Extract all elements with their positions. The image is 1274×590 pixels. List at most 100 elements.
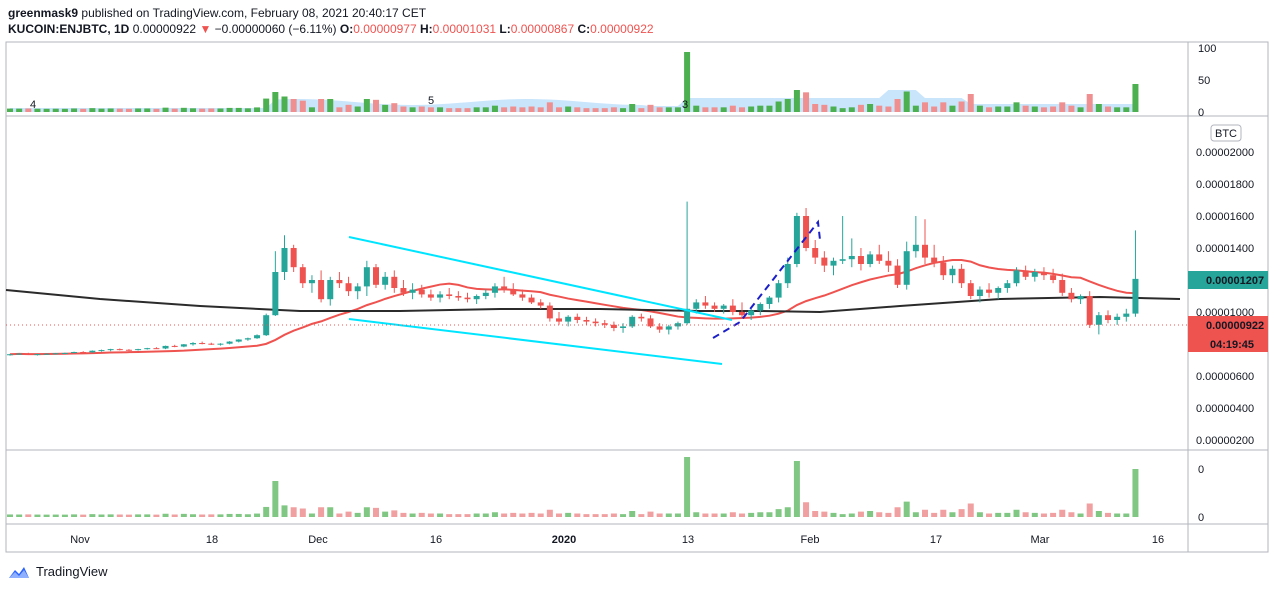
volume-bar [446, 108, 453, 112]
price-tick-label: 0.00000200 [1196, 435, 1254, 447]
volume-bar [684, 52, 691, 112]
volume-bar [922, 102, 928, 112]
candle-body [803, 216, 810, 248]
volume-bar [254, 107, 261, 112]
candle-body [867, 254, 874, 264]
candle-body [1059, 280, 1066, 293]
lower-volume-bar [318, 507, 325, 517]
volume-bar [336, 107, 343, 112]
candle-body [1013, 270, 1020, 284]
currency-label: BTC [1215, 128, 1237, 140]
candle-body [775, 283, 782, 298]
ma-price-tag-text: 0.00001207 [1206, 275, 1264, 287]
volume-bar [537, 107, 544, 112]
candle-body [491, 286, 498, 293]
time-tick-label: 16 [1152, 534, 1164, 546]
volume-bar [1031, 106, 1038, 112]
candle-body [1040, 272, 1047, 276]
lower-volume-bar [931, 512, 938, 517]
lower-tick-label: 0 [1198, 464, 1204, 476]
symbol-name[interactable]: KUCOIN:ENJBTC, 1D [8, 22, 130, 36]
lower-volume-bar [958, 509, 965, 517]
candle-body [299, 267, 306, 284]
candle-body [71, 352, 78, 353]
price-tick-label: 0.00001800 [1196, 179, 1254, 191]
lower-volume-bar [501, 513, 508, 517]
volume-bar [34, 108, 41, 112]
volume-bar [748, 106, 755, 112]
candle-body [34, 354, 41, 356]
candle-body [684, 308, 691, 324]
time-tick-label: 13 [682, 534, 694, 546]
candle-body [1114, 316, 1121, 320]
volume-bar [793, 90, 800, 112]
time-tick-label: 2020 [552, 534, 576, 546]
candle-body [199, 343, 206, 345]
lower-volume-bar [574, 513, 581, 517]
candle-body [318, 280, 325, 300]
volume-bar [1013, 102, 1020, 112]
candle-body [208, 343, 215, 345]
lower-volume-bar [409, 513, 416, 517]
tradingview-footer[interactable]: TradingView [8, 564, 108, 579]
time-tick-label: 17 [930, 534, 942, 546]
candle-body [711, 305, 718, 309]
volume-bar [565, 106, 572, 112]
lower-volume-bar [684, 457, 691, 517]
candle-body [336, 280, 343, 284]
volume-bar [949, 105, 956, 112]
volume-bar [711, 107, 718, 112]
lower-volume-bar [336, 513, 343, 517]
candle-body [327, 280, 334, 300]
volume-signal-label: 3 [682, 99, 688, 111]
lower-volume-bar [720, 513, 727, 517]
axes: 0.00002000 0.00001800 0.00001600 0.00001400… [70, 43, 1268, 546]
author-name[interactable]: greenmask9 [8, 6, 79, 20]
lower-volume-bar [620, 514, 627, 517]
open-value: 0.00000977 [353, 22, 417, 36]
volume-bar [601, 108, 608, 112]
volume-bar [473, 107, 480, 112]
volume-ma-area [8, 90, 1136, 112]
candle-body [354, 286, 361, 292]
lower-volume-bar [976, 512, 983, 517]
last-price-tag-text: 0.00000922 [1206, 320, 1264, 332]
volume-bar [135, 108, 142, 112]
volume-bar [940, 102, 947, 112]
volume-bar [830, 106, 837, 112]
volume-bar [812, 104, 819, 112]
volume-bar [848, 107, 855, 112]
lower-volume-bar [830, 512, 837, 517]
volume-bar [125, 108, 132, 112]
volume-bar [363, 99, 370, 112]
lower-volume-bar [400, 512, 407, 517]
candle-body [894, 265, 901, 285]
price-tick-label: 0.00000400 [1196, 403, 1254, 415]
volume-bar [610, 107, 617, 112]
lower-volume-bar [629, 511, 636, 517]
lower-volume-bar [418, 512, 425, 517]
volume-bar [885, 106, 892, 112]
lower-volume-bar [7, 514, 13, 517]
lower-volume-bar [867, 511, 874, 517]
lower-volume-bar [308, 513, 315, 517]
lower-volume-bar [903, 501, 910, 517]
lower-volume-bar [25, 514, 32, 517]
wedge-upper-line [348, 236, 733, 321]
volume-bar [418, 106, 425, 112]
time-tick-label: 16 [430, 534, 442, 546]
candle-body [409, 289, 416, 293]
lower-volume-bar [171, 514, 178, 517]
volume-bar [1050, 106, 1057, 112]
lower-volume-bar [1077, 513, 1084, 517]
lower-volume-bar [912, 512, 919, 517]
volume-bar [821, 104, 828, 112]
volume-bar [766, 105, 773, 112]
close-value: 0.00000922 [590, 22, 654, 36]
candle-body [528, 297, 535, 303]
volume-bar [574, 107, 581, 112]
volume-bar [153, 108, 160, 112]
lower-volume-bar [263, 506, 270, 517]
candle-body [125, 349, 132, 351]
